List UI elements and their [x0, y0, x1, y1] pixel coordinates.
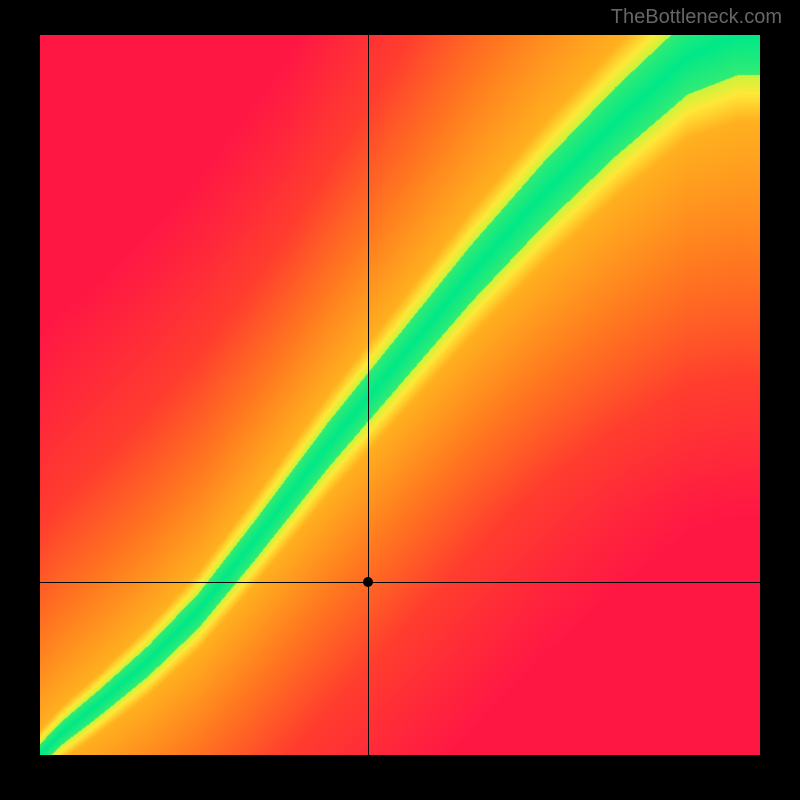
crosshair-vertical — [368, 35, 369, 755]
crosshair-horizontal — [40, 582, 760, 583]
plot-area — [40, 35, 760, 755]
chart-container: TheBottleneck.com — [0, 0, 800, 800]
heatmap-canvas — [40, 35, 760, 755]
watermark-text: TheBottleneck.com — [611, 6, 782, 29]
crosshair-marker — [363, 577, 373, 587]
